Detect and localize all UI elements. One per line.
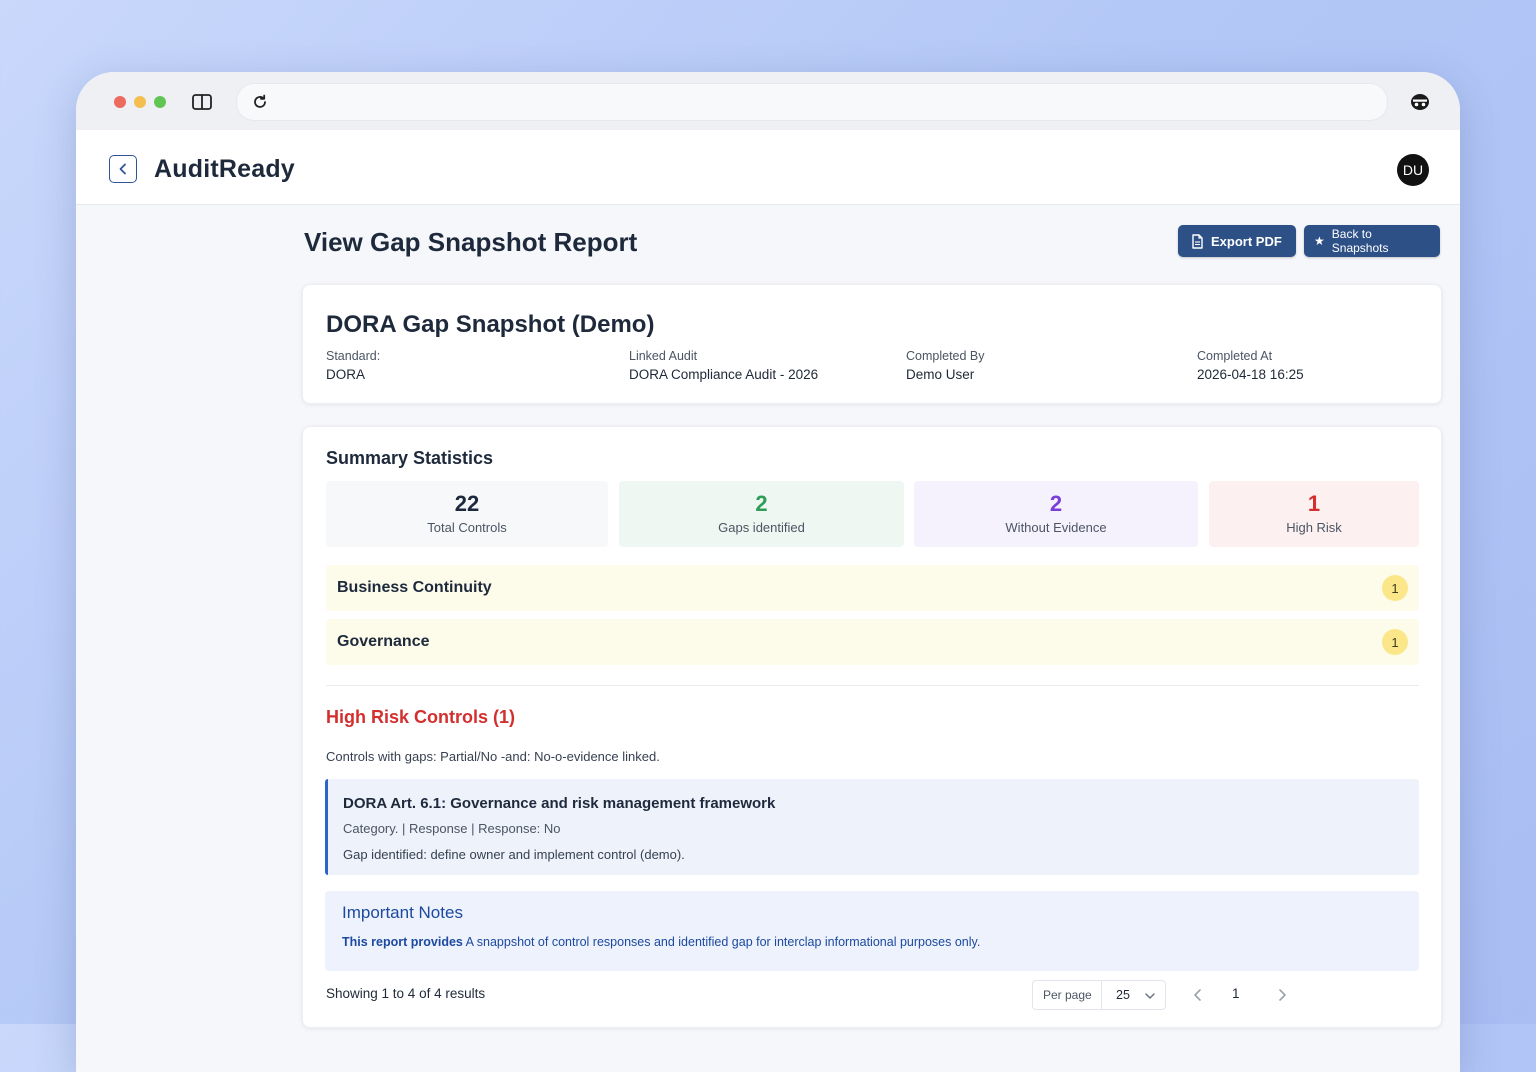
chevron-right-icon [1279,989,1286,1001]
report-body-card: Summary Statistics 22 Total Controls 2 G… [302,426,1442,1028]
stat-total-controls: 22 Total Controls [326,481,608,547]
stat-value: 1 [1307,491,1321,516]
category-name: Governance [337,633,430,650]
browser-window: AuditReady DU View Gap Snapshot Report E… [76,72,1460,1072]
meta-value: 2026-04-18 16:25 [1197,367,1304,382]
app-name: AuditReady [154,155,295,183]
stat-value: 22 [454,491,480,516]
chevron-left-icon [119,163,126,175]
category-count-badge: 1 [1382,629,1408,655]
category-count-badge: 1 [1382,575,1408,601]
meta-value: DORA [326,367,366,382]
stat-value: 2 [1049,491,1063,516]
summary-title: Summary Statistics [326,448,494,468]
meta-completed-by: Completed By Demo User [906,349,985,382]
report-title: DORA Gap Snapshot (Demo) [326,311,655,338]
back-to-snapshots-button[interactable]: ★ Back to Snapshots [1304,225,1440,257]
maximize-window-button[interactable] [154,96,166,108]
stat-label: Gaps identified [718,520,805,535]
reload-icon[interactable] [251,93,269,111]
export-pdf-button[interactable]: Export PDF [1178,225,1296,257]
control-meta: Category. | Response | Response: No [343,821,561,836]
incognito-icon[interactable] [1410,93,1430,111]
avatar[interactable]: DU [1397,154,1429,186]
category-row-governance[interactable]: Governance 1 [326,619,1419,665]
high-risk-title: High Risk Controls (1) [326,707,516,727]
per-page-label: Per page [1043,988,1092,1002]
control-gap-text: Gap identified: define owner and impleme… [343,847,685,862]
export-pdf-label: Export PDF [1211,233,1282,249]
meta-value: Demo User [906,367,975,382]
control-title: DORA Art. 6.1: Governance and risk manag… [343,795,776,812]
divider [326,685,1419,686]
sidebar-toggle-icon[interactable] [192,94,212,110]
app-header: AuditReady DU [76,130,1460,205]
stat-without-evidence: 2 Without Evidence [914,481,1198,547]
high-risk-description: Controls with gaps: Partial/No -and: No-… [326,749,660,764]
notes-lead: This report provides [342,935,463,949]
stat-value: 2 [755,491,768,516]
chevron-down-icon [1144,989,1156,1001]
stat-label: Without Evidence [1005,520,1107,535]
meta-value: DORA Compliance Audit - 2026 [629,367,819,382]
stat-label: High Risk [1286,520,1342,535]
category-name: Business Continuity [337,579,492,596]
report-info-card: DORA Gap Snapshot (Demo) Standard: DORA … [302,284,1442,404]
current-page-button[interactable]: 1 [1232,986,1240,1001]
important-notes-panel: Important Notes This report provides A s… [325,891,1419,971]
meta-standard: Standard: DORA [326,349,380,382]
notes-body: A snappshot of control responses and ide… [462,935,981,949]
per-page-select[interactable]: Per page 25 [1032,980,1166,1010]
meta-label: Standard: [326,349,381,363]
url-bar[interactable] [236,83,1388,121]
star-icon: ★ [1314,234,1325,248]
notes-title: Important Notes [342,903,463,922]
browser-chrome [76,72,1460,131]
category-row-business-continuity[interactable]: Business Continuity 1 [326,565,1419,611]
notes-text: This report provides A snappshot of cont… [342,935,980,949]
back-button[interactable] [109,155,137,183]
chevron-left-icon [1194,989,1201,1001]
stat-high-risk: 1 High Risk [1209,481,1419,547]
meta-label: Linked Audit [629,349,698,363]
previous-page-button[interactable] [1191,987,1205,1003]
results-summary: Showing 1 to 4 of 4 results [326,986,486,1001]
meta-label: Completed At [1197,349,1273,363]
back-to-snapshots-label: Back to Snapshots [1331,227,1389,255]
document-icon [1192,233,1203,249]
next-page-button[interactable] [1275,987,1289,1003]
meta-linked-audit: Linked Audit DORA Compliance Audit - 202… [629,349,818,382]
per-page-separator [1101,981,1102,1009]
meta-completed-at: Completed At 2026-04-18 16:25 [1197,349,1304,382]
minimize-window-button[interactable] [134,96,146,108]
meta-label: Completed By [906,349,985,363]
high-risk-control-item[interactable]: DORA Art. 6.1: Governance and risk manag… [325,779,1419,875]
page-title: View Gap Snapshot Report [304,227,638,257]
close-window-button[interactable] [114,96,126,108]
per-page-value: 25 [1116,988,1130,1002]
stat-gaps-identified: 2 Gaps identified [619,481,904,547]
stat-label: Total Controls [427,520,507,535]
